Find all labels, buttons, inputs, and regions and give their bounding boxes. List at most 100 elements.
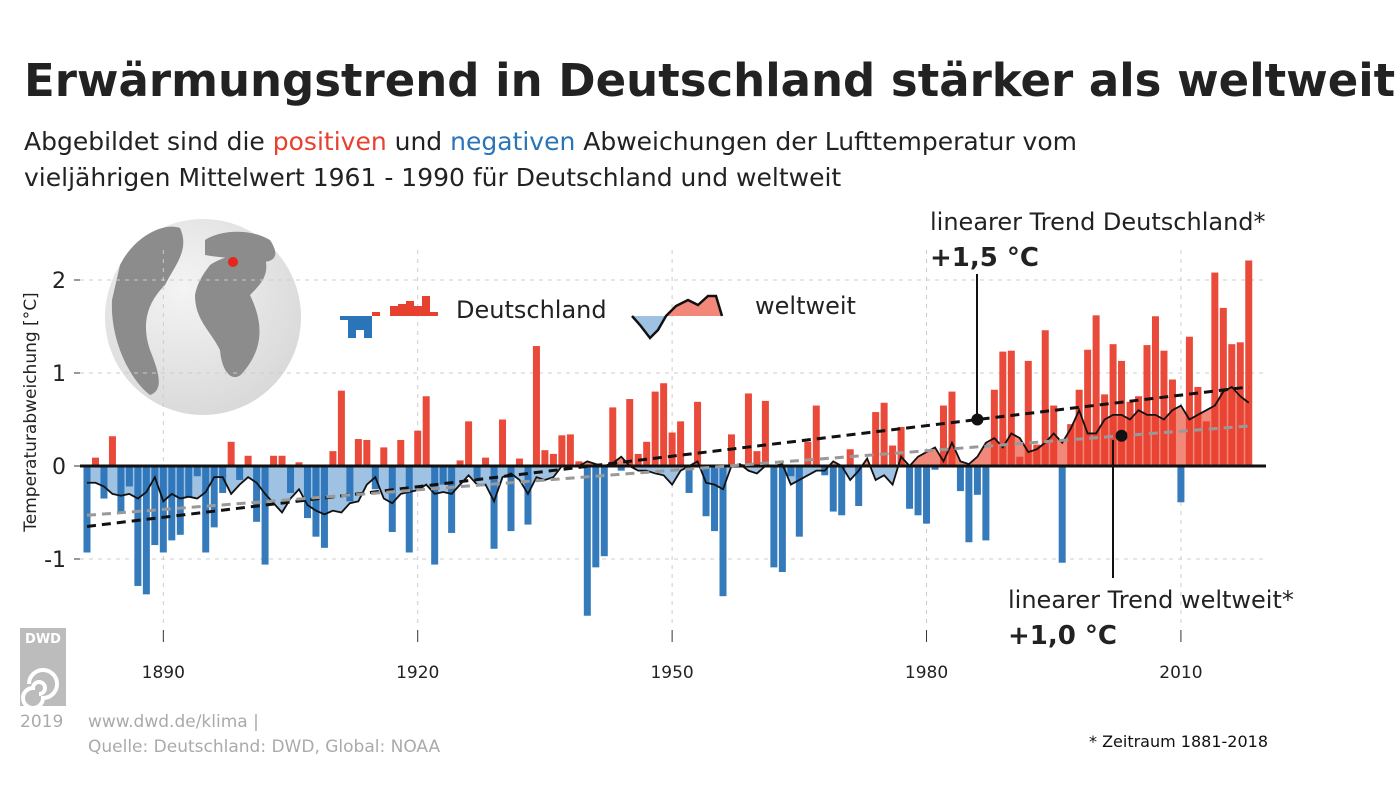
bar-1939 bbox=[575, 461, 583, 466]
bar-1990 bbox=[1007, 350, 1015, 466]
x-tick-label: 1920 bbox=[396, 663, 439, 683]
bar-1949 bbox=[660, 383, 668, 466]
bar-1998 bbox=[1075, 389, 1083, 466]
bar-1929 bbox=[490, 466, 498, 549]
bar-1885 bbox=[117, 466, 125, 512]
global-trend-value: +1,0 °C bbox=[1008, 621, 1117, 651]
bar-1907 bbox=[303, 466, 311, 519]
bar-1891 bbox=[168, 466, 176, 541]
globe-icon bbox=[105, 219, 301, 415]
bar-1989 bbox=[999, 351, 1007, 466]
x-tick-label: 2010 bbox=[1159, 663, 1202, 683]
bar-1936 bbox=[549, 453, 557, 466]
subtitle-line-1: Abgebildet sind die positiven und negati… bbox=[24, 127, 1077, 156]
bar-1908 bbox=[312, 466, 320, 537]
bar-1976 bbox=[889, 445, 897, 466]
bar-1967 bbox=[812, 405, 820, 466]
bar-2017 bbox=[1236, 342, 1244, 466]
legend-germany-icon bbox=[340, 296, 438, 338]
dwd-logo-text: DWD bbox=[25, 632, 61, 647]
bar-1988 bbox=[990, 389, 998, 466]
bar-2000 bbox=[1092, 315, 1100, 466]
bar-1994 bbox=[1041, 330, 1049, 466]
bar-1937 bbox=[558, 435, 566, 466]
bar-1902 bbox=[261, 466, 269, 565]
bar-1972 bbox=[855, 466, 863, 506]
bar-1953 bbox=[694, 401, 702, 466]
bar-1897 bbox=[219, 466, 227, 493]
footer-url[interactable]: www.dwd.de/klima | bbox=[88, 712, 259, 732]
bar-2006 bbox=[1143, 345, 1151, 466]
bar-1961 bbox=[761, 400, 769, 466]
bar-1926 bbox=[465, 421, 473, 466]
bar-1896 bbox=[210, 466, 218, 528]
bar-1964 bbox=[787, 466, 795, 477]
bar-1963 bbox=[778, 466, 786, 573]
lines bbox=[80, 385, 1266, 528]
bar-2012 bbox=[1194, 386, 1202, 466]
bar-1898 bbox=[227, 441, 235, 466]
bar-1942 bbox=[600, 466, 608, 557]
bar-1921 bbox=[422, 396, 430, 466]
bar-1918 bbox=[397, 439, 405, 466]
bar-2001 bbox=[1101, 394, 1109, 466]
bar-1974 bbox=[872, 412, 880, 466]
bar-1959 bbox=[744, 393, 752, 466]
y-tick-label: 0 bbox=[52, 455, 66, 480]
subtitle-positive: positiven bbox=[273, 127, 387, 156]
bar-1960 bbox=[753, 451, 761, 466]
bar-1910 bbox=[329, 451, 337, 466]
bar-1932 bbox=[515, 458, 523, 466]
bar-1981 bbox=[931, 466, 939, 470]
bar-2002 bbox=[1109, 344, 1117, 466]
global-trend-label: linearer Trend weltweit* bbox=[1008, 586, 1294, 614]
legend-germany-label: Deutschland bbox=[456, 296, 607, 324]
bar-1941 bbox=[592, 466, 600, 568]
bar-1997 bbox=[1067, 424, 1075, 466]
bar-2014 bbox=[1211, 272, 1219, 466]
bar-1884 bbox=[108, 436, 116, 466]
dwd-logo: DWD bbox=[20, 628, 66, 710]
bar-1962 bbox=[770, 466, 778, 568]
bar-1951 bbox=[677, 421, 685, 466]
bar-1914 bbox=[363, 439, 371, 466]
bar-1889 bbox=[151, 466, 159, 546]
bar-1985 bbox=[965, 466, 973, 543]
y-axis: 2 1 0 -1 bbox=[44, 269, 80, 573]
bar-1999 bbox=[1084, 349, 1092, 466]
bar-1996 bbox=[1058, 466, 1066, 563]
bar-1975 bbox=[880, 402, 888, 466]
bar-2005 bbox=[1135, 396, 1143, 466]
bar-2015 bbox=[1219, 307, 1227, 466]
x-tick-label: 1890 bbox=[142, 663, 185, 683]
bar-1909 bbox=[320, 466, 328, 548]
y-tick-label: 1 bbox=[52, 362, 66, 387]
bar-1940 bbox=[583, 466, 591, 616]
germany-bars bbox=[83, 260, 1253, 616]
bar-2009 bbox=[1168, 379, 1176, 466]
bar-1993 bbox=[1033, 444, 1041, 466]
bar-1931 bbox=[507, 466, 515, 532]
bar-1978 bbox=[906, 466, 914, 509]
x-tick-label: 1950 bbox=[650, 663, 693, 683]
legend-global-icon bbox=[631, 294, 724, 340]
y-tick-label: 2 bbox=[52, 269, 66, 294]
bar-1927 bbox=[473, 466, 481, 479]
bar-1947 bbox=[643, 441, 651, 466]
bar-1945 bbox=[626, 399, 634, 466]
bar-1956 bbox=[719, 466, 727, 597]
bar-1948 bbox=[651, 391, 659, 466]
bar-1881 bbox=[83, 466, 91, 553]
germany-trend-label: linearer Trend Deutschland* bbox=[930, 208, 1266, 236]
bar-1917 bbox=[388, 466, 396, 533]
bar-1928 bbox=[482, 457, 490, 466]
bar-1982 bbox=[939, 405, 947, 466]
bar-1888 bbox=[142, 466, 150, 595]
bar-1882 bbox=[91, 457, 99, 466]
bar-1965 bbox=[795, 466, 803, 537]
bar-1979 bbox=[914, 466, 922, 516]
bar-1984 bbox=[956, 466, 964, 492]
bar-1986 bbox=[973, 466, 981, 495]
x-axis: 1890 1920 1950 1980 2010 bbox=[142, 630, 1203, 683]
bar-1906 bbox=[295, 462, 303, 466]
